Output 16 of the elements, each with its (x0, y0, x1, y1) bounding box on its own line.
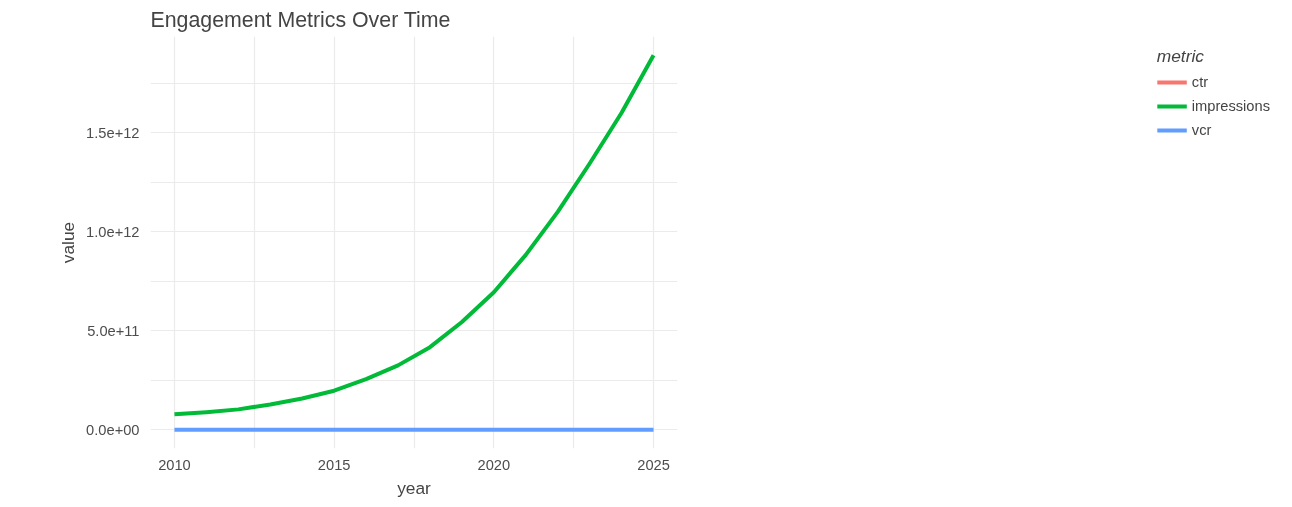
legend-label: vcr (1191, 122, 1212, 138)
y-tick-label: 1.5e+12 (86, 124, 140, 141)
x-tick-label: 2020 (477, 456, 511, 473)
x-tick-label: 2025 (637, 456, 670, 473)
y-tick-label: 5.0e+11 (87, 322, 140, 339)
line-series (172, 53, 656, 417)
x-tick-label: 2010 (158, 456, 191, 473)
y-tick-label: 0.0e+00 (86, 421, 140, 438)
x-tick-label: 2015 (317, 456, 351, 473)
chart-title: Engagement Metrics Over Time (150, 7, 451, 32)
y-axis-title: value (58, 221, 79, 264)
y-tick-label: 1.0e+12 (86, 223, 140, 240)
legend-label: impressions (1191, 98, 1270, 114)
legend-title: metric (1156, 46, 1205, 67)
legend-label: ctr (1191, 74, 1210, 90)
x-axis-title: year (397, 477, 432, 498)
